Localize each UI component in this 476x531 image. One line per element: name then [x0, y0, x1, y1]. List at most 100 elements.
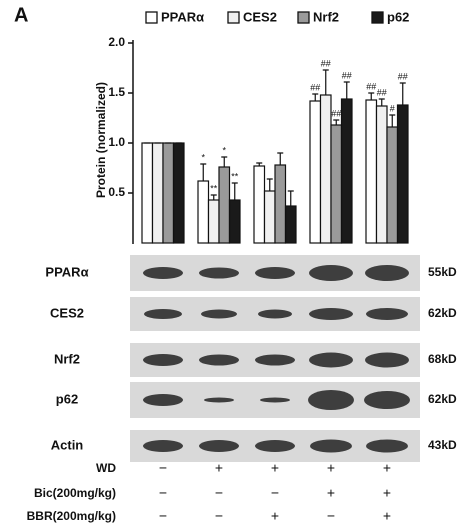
error-bar	[287, 190, 294, 206]
blot-band	[309, 265, 353, 281]
blot-band	[310, 439, 352, 453]
bar	[274, 164, 287, 244]
treatment-sign: −	[159, 485, 167, 501]
blot-label: Actin	[51, 437, 84, 452]
bar	[218, 166, 231, 244]
significance-mark: *	[201, 152, 205, 162]
bar	[375, 105, 388, 244]
blot-band	[309, 308, 353, 320]
blot-band	[199, 440, 239, 452]
legend-swatch	[371, 11, 384, 24]
error-bar	[231, 182, 238, 200]
error-bar	[322, 69, 329, 95]
bar	[207, 199, 220, 244]
error-bar	[368, 92, 375, 100]
blot-band	[201, 309, 237, 319]
blot-band	[204, 397, 234, 403]
error-bar	[399, 82, 406, 105]
bar	[319, 94, 332, 244]
treatment-sign: +	[271, 460, 279, 476]
bar	[141, 142, 154, 244]
bar	[396, 104, 409, 244]
blot-band	[260, 397, 290, 403]
bar	[340, 98, 353, 244]
treatment-label: Bic(200mg/kg)	[34, 486, 116, 500]
error-bar	[210, 194, 217, 200]
blot-band	[365, 265, 409, 281]
error-bar	[389, 114, 396, 127]
blot-band	[366, 439, 408, 453]
treatment-sign: +	[271, 508, 279, 524]
bar	[309, 100, 322, 244]
error-bar	[333, 119, 340, 125]
blot-band	[364, 391, 410, 409]
panel-label: A	[14, 4, 28, 26]
treatment-sign: +	[383, 508, 391, 524]
error-bar	[277, 152, 284, 165]
blot-band	[143, 440, 183, 452]
significance-mark: **	[210, 183, 218, 193]
blot-band	[258, 309, 292, 319]
treatment-sign: −	[159, 460, 167, 476]
blot-label: Nrf2	[54, 351, 80, 366]
blot-size: 55kD	[428, 265, 457, 279]
blot-band	[143, 267, 183, 279]
blot-size: 62kD	[428, 392, 457, 406]
treatment-label: WD	[96, 461, 116, 475]
legend-swatch	[145, 11, 158, 24]
significance-mark: **	[231, 171, 239, 181]
blot-label: p62	[56, 391, 78, 406]
error-bar	[266, 178, 273, 191]
error-bar	[378, 98, 385, 106]
treatment-sign: −	[159, 508, 167, 524]
treatment-sign: +	[215, 460, 223, 476]
legend-label: PPARα	[161, 9, 204, 24]
bar	[386, 126, 399, 244]
blot-band	[255, 440, 295, 452]
blot-band	[199, 267, 239, 279]
bar	[365, 99, 378, 244]
bar	[228, 199, 241, 244]
blot-band	[143, 394, 183, 406]
error-bar	[343, 81, 350, 99]
y-tick-label: 1.0	[108, 135, 125, 149]
blot-band	[309, 352, 353, 368]
blot-size: 68kD	[428, 352, 457, 366]
treatment-sign: +	[383, 460, 391, 476]
y-tick-label: 1.5	[108, 85, 125, 99]
treatment-sign: −	[215, 485, 223, 501]
error-bar	[221, 156, 228, 167]
treatment-sign: +	[327, 460, 335, 476]
treatment-sign: −	[215, 508, 223, 524]
treatment-sign: +	[327, 485, 335, 501]
blot-band	[365, 352, 409, 368]
blot-band	[308, 390, 354, 410]
significance-mark: ##	[366, 81, 376, 91]
legend-label: CES2	[243, 9, 277, 24]
bar	[284, 205, 297, 244]
blot-label: CES2	[50, 305, 84, 320]
significance-mark: *	[222, 145, 226, 155]
y-tick-label: 2.0	[108, 35, 125, 49]
y-axis-label: Protein (normalized)	[94, 82, 108, 198]
blot-band	[255, 267, 295, 279]
bar	[197, 180, 210, 244]
significance-mark: #	[390, 103, 395, 113]
bar	[330, 124, 343, 244]
blot-band	[255, 354, 295, 366]
error-bar	[256, 162, 263, 166]
legend-swatch	[297, 11, 310, 24]
treatment-sign: −	[271, 485, 279, 501]
error-bar	[200, 163, 207, 181]
blot-band	[143, 354, 183, 366]
significance-mark: ##	[377, 87, 387, 97]
treatment-label: BBR(200mg/kg)	[27, 509, 116, 523]
y-tick-label: 0.5	[108, 185, 125, 199]
significance-mark: ##	[310, 82, 320, 92]
blot-band	[199, 354, 239, 366]
treatment-sign: −	[327, 508, 335, 524]
bar	[162, 142, 175, 244]
significance-mark: ##	[331, 108, 341, 118]
bar	[263, 190, 276, 244]
